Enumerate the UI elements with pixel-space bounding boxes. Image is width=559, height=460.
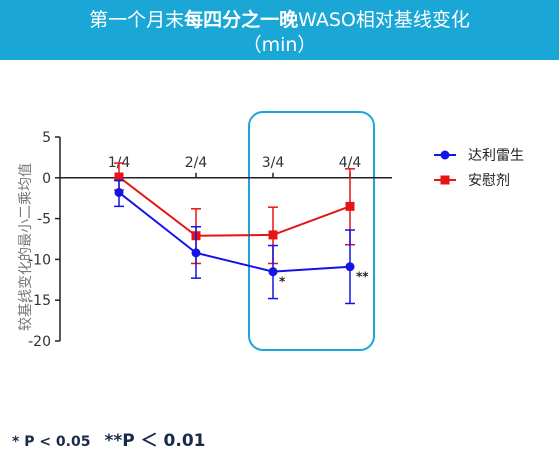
title-banner: 第一个月末每四分之一晚WASO相对基线变化 （min）: [0, 0, 559, 60]
x-tick-label: 3/4: [262, 155, 285, 171]
footnote-p001: **P ＜ 0.01: [104, 431, 206, 451]
title-part2: WASO相对基线变化: [298, 9, 470, 31]
legend-marker: [440, 175, 450, 185]
data-point: [345, 262, 355, 272]
chart-title: 第一个月末每四分之一晚WASO相对基线变化: [0, 9, 559, 31]
title-bold: 每四分之一晚: [184, 9, 299, 31]
y-tick-label: -5: [37, 212, 51, 228]
title-part1: 第一个月末: [89, 9, 185, 31]
data-point: [345, 201, 355, 211]
significance-marker: *: [279, 275, 286, 289]
highlight-box: [248, 111, 375, 351]
footnote: * P < 0.05 **P ＜ 0.01: [12, 426, 206, 451]
y-tick-label: -15: [28, 293, 51, 309]
y-axis-label: 较基线变化的最小二乘均值: [17, 163, 34, 331]
x-tick-label: 4/4: [339, 155, 362, 171]
footnote-p005: * P < 0.05: [12, 434, 91, 450]
data-point: [114, 187, 124, 197]
line-chart: 50-5-10-15-201/42/43/44/4较基线变化的最小二乘均值***…: [17, 111, 524, 351]
data-point: [268, 267, 278, 277]
series-line: [118, 191, 351, 273]
x-tick-label: 2/4: [185, 155, 208, 171]
significance-marker: **: [356, 270, 369, 284]
y-tick-label: 0: [42, 171, 51, 187]
title-unit: （min）: [242, 34, 317, 56]
data-point: [114, 172, 124, 182]
data-point: [268, 230, 278, 240]
legend-label: 达利雷生: [468, 148, 524, 164]
y-tick-label: -10: [28, 252, 51, 268]
legend-label: 安慰剂: [468, 172, 510, 189]
data-point: [191, 248, 201, 258]
legend-marker: [440, 150, 450, 160]
y-tick-label: 5: [42, 130, 51, 146]
series-line: [118, 176, 351, 237]
y-tick-label: -20: [28, 334, 51, 350]
